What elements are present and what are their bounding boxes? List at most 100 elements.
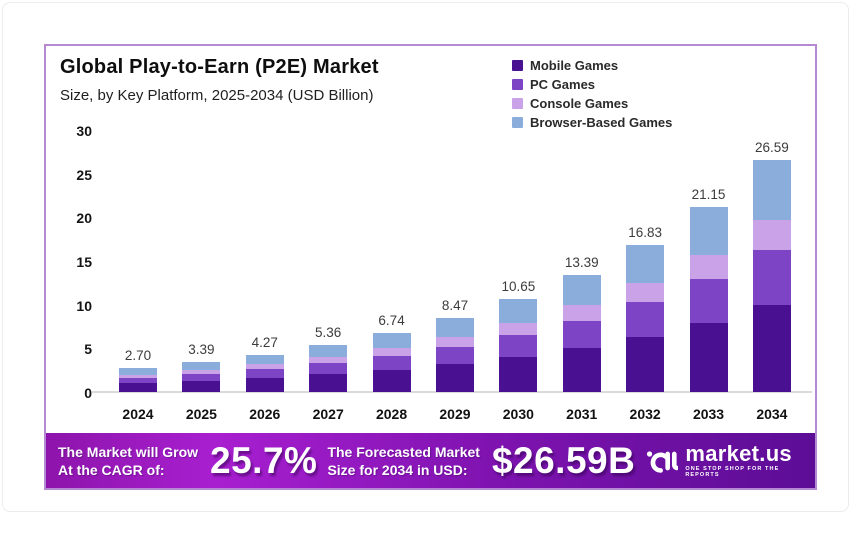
market-us-logo-icon bbox=[647, 450, 679, 473]
bar-segment-console-games bbox=[245, 364, 284, 370]
bar-segment-console-games bbox=[626, 283, 665, 303]
bar-segment-pc-games bbox=[182, 373, 221, 381]
bar-total-label: 26.59 bbox=[755, 139, 789, 155]
bar-stack bbox=[245, 354, 284, 392]
bar-segment-console-games bbox=[499, 323, 538, 336]
y-tick-label: 10 bbox=[76, 297, 92, 314]
legend-label: Console Games bbox=[530, 95, 629, 111]
forecast-label-line1: The Forecasted Market bbox=[327, 443, 480, 460]
legend-item: Console Games bbox=[512, 95, 672, 111]
legend-swatch bbox=[512, 78, 523, 90]
bar-segment-console-games bbox=[119, 374, 157, 378]
legend-label: PC Games bbox=[530, 76, 596, 92]
bar-segment-browser-based-games bbox=[245, 354, 284, 365]
bar-segment-mobile-games bbox=[752, 304, 791, 392]
bar-segment-console-games bbox=[562, 305, 601, 321]
bar-segment-browser-based-games bbox=[119, 368, 157, 375]
plot-area: 0 5 10 15 20 25 30 2.70 3.39 4.27 5.36 6.74 8.47 10.… bbox=[46, 46, 815, 488]
bar-segment-browser-based-games bbox=[689, 207, 728, 256]
bar-segment-pc-games bbox=[626, 302, 665, 337]
x-tick-label: 2029 bbox=[439, 406, 471, 422]
bar-segment-browser-based-games bbox=[182, 362, 221, 371]
bar-segment-browser-based-games bbox=[309, 345, 348, 358]
bar-segment-console-games bbox=[435, 337, 474, 347]
legend-label: Browser-Based Games bbox=[530, 114, 673, 130]
x-tick-label: 2025 bbox=[185, 406, 217, 422]
bar-segment-console-games bbox=[309, 357, 348, 364]
bar-group: 21.15 bbox=[687, 187, 731, 392]
y-tick-label: 0 bbox=[84, 385, 92, 401]
bar-segment-pc-games bbox=[499, 335, 538, 358]
bar-stack bbox=[119, 368, 157, 392]
bar-stack bbox=[435, 318, 474, 392]
legend-item: Browser-Based Games bbox=[512, 114, 672, 130]
bar-segment-console-games bbox=[689, 255, 728, 280]
bar-segment-pc-games bbox=[119, 377, 157, 384]
legend-label: Mobile Games bbox=[530, 57, 619, 73]
y-tick-label: 15 bbox=[76, 254, 92, 270]
x-tick-label: 2030 bbox=[502, 406, 534, 422]
bar-segment-pc-games bbox=[435, 346, 474, 365]
chart-legend: Mobile Games PC Games Console Games Browser… bbox=[512, 57, 672, 130]
bar-segment-mobile-games bbox=[689, 322, 728, 392]
bar-segment-mobile-games bbox=[245, 378, 284, 392]
bar-group: 5.36 bbox=[306, 325, 350, 392]
bar-group: 16.83 bbox=[623, 225, 667, 392]
x-tick-label: 2024 bbox=[122, 406, 154, 422]
bar-segment-pc-games bbox=[372, 356, 411, 370]
bar-total-label: 16.83 bbox=[628, 225, 663, 241]
brand-logo: market.us ONE STOP SHOP FOR THE REPORTS bbox=[645, 443, 803, 479]
bar-segment-browser-based-games bbox=[752, 159, 791, 221]
x-axis-labels: 2024 2025 2026 2027 2028 2029 2030 2031 2032 2033… bbox=[116, 406, 794, 422]
bar-segment-console-games bbox=[372, 348, 411, 357]
x-tick-label: 2026 bbox=[249, 406, 281, 422]
cagr-value: 25.7% bbox=[210, 439, 318, 481]
bar-total-label: 8.47 bbox=[441, 298, 469, 314]
chart-subtitle: Size, by Key Platform, 2025-2034 (USD Bi… bbox=[60, 87, 374, 104]
y-tick-label: 25 bbox=[76, 166, 92, 183]
bar-segment-browser-based-games bbox=[372, 333, 411, 349]
x-tick-label: 2034 bbox=[756, 406, 788, 422]
bar-group: 3.39 bbox=[179, 342, 223, 392]
brand-name: market.us bbox=[685, 441, 792, 466]
bar-segment-mobile-games bbox=[372, 369, 411, 392]
bar-total-label: 21.15 bbox=[691, 187, 726, 203]
bar-total-label: 3.39 bbox=[188, 342, 215, 358]
chart-title: Global Play-to-Earn (P2E) Market bbox=[60, 56, 379, 78]
bar-segment-mobile-games bbox=[626, 336, 665, 392]
bar-group: 10.65 bbox=[496, 279, 540, 392]
forecast-label: The Forecasted Market Size for 2034 in U… bbox=[327, 443, 480, 479]
bar-segment-mobile-games bbox=[119, 383, 157, 392]
bar-group: 26.59 bbox=[750, 140, 794, 392]
bar-segment-pc-games bbox=[752, 250, 791, 305]
bar-segment-mobile-games bbox=[562, 348, 601, 392]
legend-swatch bbox=[512, 97, 523, 109]
bar-segment-pc-games bbox=[689, 279, 728, 323]
cagr-label: The Market will Grow At the CAGR of: bbox=[58, 443, 198, 479]
bar-group: 2.70 bbox=[116, 348, 160, 392]
bar-stack bbox=[372, 333, 411, 392]
x-tick-label: 2032 bbox=[629, 406, 661, 422]
legend-swatch bbox=[512, 59, 523, 71]
bar-segment-console-games bbox=[182, 370, 221, 374]
x-axis-line bbox=[92, 391, 812, 393]
bar-group: 8.47 bbox=[433, 298, 477, 392]
bar-stack bbox=[689, 207, 728, 392]
y-tick-label: 20 bbox=[76, 210, 92, 227]
bar-segment-browser-based-games bbox=[562, 275, 601, 306]
forecast-value: $26.59B bbox=[491, 439, 636, 481]
bar-segment-pc-games bbox=[245, 369, 284, 379]
bars-container: 2.70 3.39 4.27 5.36 6.74 8.47 10.65 13.39 16.83 2… bbox=[116, 130, 794, 392]
y-tick-label: 30 bbox=[76, 123, 92, 139]
legend-swatch bbox=[512, 116, 523, 128]
x-tick-label: 2033 bbox=[692, 406, 725, 422]
bar-group: 4.27 bbox=[243, 335, 287, 392]
cagr-label-line1: The Market will Grow bbox=[58, 443, 199, 460]
bar-segment-mobile-games bbox=[309, 374, 348, 392]
bar-segment-mobile-games bbox=[435, 364, 474, 392]
bar-stack bbox=[182, 362, 221, 392]
bar-total-label: 2.70 bbox=[124, 348, 152, 364]
legend-item: Mobile Games bbox=[512, 57, 672, 73]
bar-segment-browser-based-games bbox=[435, 318, 474, 338]
bar-total-label: 5.36 bbox=[315, 325, 342, 341]
